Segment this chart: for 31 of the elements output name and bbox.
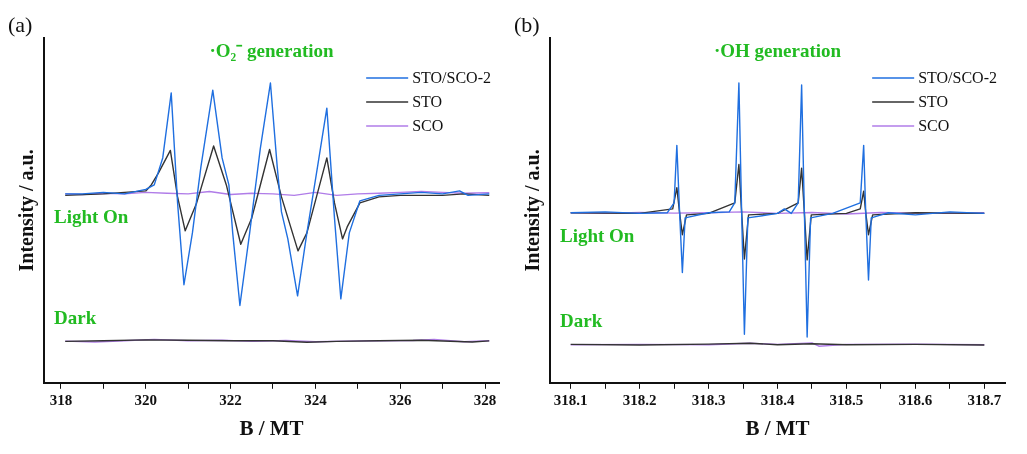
chart-title: ·O₂⁻ generation [209, 39, 334, 61]
y-axis-title: Intensity / a.u. [15, 149, 39, 272]
x-axis-title: B / MT [239, 415, 304, 440]
annotation: Dark [54, 307, 97, 329]
x-tick-label: 320 [134, 391, 158, 408]
y-axis-title: Intensity / a.u. [521, 149, 545, 272]
legend-label: STO [918, 93, 949, 111]
x-tick-label: 324 [304, 391, 328, 408]
x-axis-title: B / MT [745, 415, 810, 440]
x-tick-label: 318 [49, 391, 73, 408]
x-tick-label: 322 [219, 391, 242, 408]
annotation: Light On [54, 205, 129, 227]
x-tick-label: 318.6 [898, 391, 933, 408]
x-tick-label: 318.7 [967, 391, 1002, 408]
annotation: Light On [560, 224, 635, 246]
text: (b) [514, 12, 540, 38]
legend-label: STO/SCO-2 [918, 69, 998, 87]
annotation: Dark [560, 310, 603, 332]
text: (a) [8, 12, 33, 38]
legend-label: STO/SCO-2 [412, 69, 492, 87]
x-tick-label: 318.5 [829, 391, 864, 408]
legend-label: SCO [412, 117, 444, 135]
x-tick-label: 318.2 [622, 391, 657, 408]
x-tick-label: 318.4 [760, 391, 795, 408]
chart-title: ·OH generation [713, 39, 842, 61]
x-tick-label: 318.3 [691, 391, 726, 408]
x-tick-label: 318.1 [553, 391, 588, 408]
x-tick-label: 326 [388, 391, 412, 408]
legend-label: STO [412, 93, 443, 111]
x-tick-label: 328 [473, 391, 497, 408]
legend-label: SCO [918, 117, 950, 135]
